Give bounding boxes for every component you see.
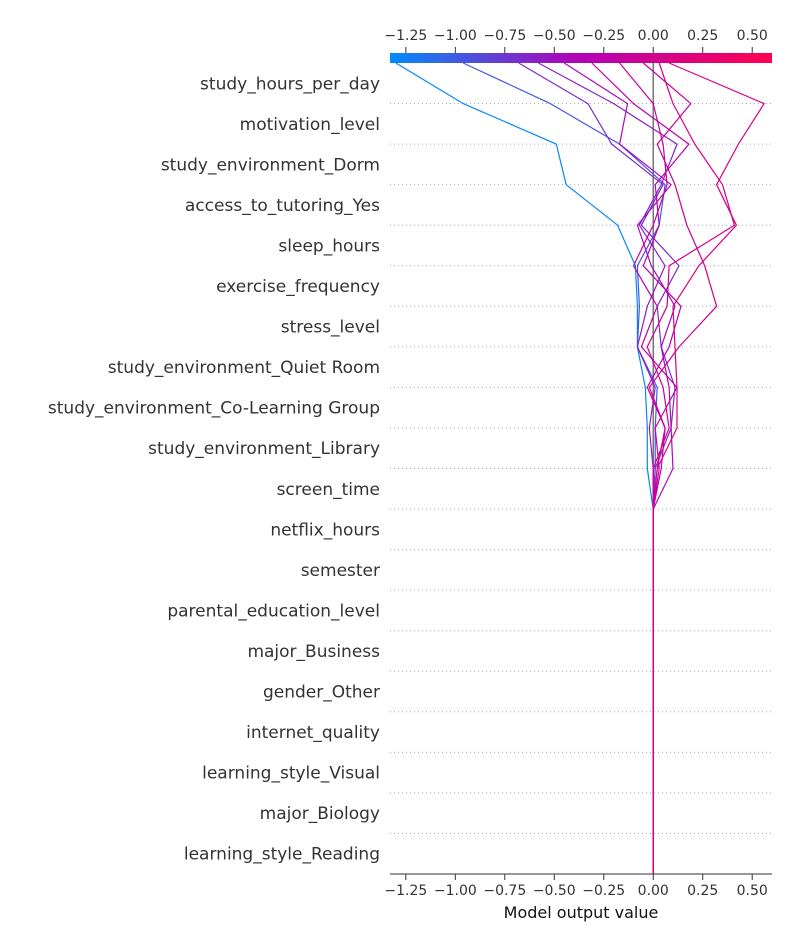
- decision-paths: [395, 62, 765, 874]
- feature-label: study_environment_Dorm: [161, 155, 380, 175]
- feature-label: gender_Other: [263, 683, 380, 703]
- feature-label: exercise_frequency: [216, 277, 380, 297]
- top-tick-label: 0.00: [638, 28, 669, 44]
- bottom-tick-label: −0.75: [483, 883, 526, 899]
- feature-label: sleep_hours: [278, 236, 380, 256]
- decision-path: [652, 62, 765, 874]
- feature-labels: study_hours_per_day motivation_levelstudy…: [48, 74, 380, 864]
- feature-label: semester: [301, 561, 380, 581]
- top-tick-label: 0.50: [737, 28, 768, 44]
- feature-label: study_environment_Co-Learning Group: [48, 399, 380, 419]
- x-axis-title: Model output value: [504, 903, 659, 922]
- bottom-axis: −1.25 −1.00 −0.75 −0.50 −0.25 0.00 0.25 0.50: [384, 873, 772, 899]
- colorbar-gradient: [390, 53, 772, 63]
- feature-label: motivation_level: [240, 115, 380, 135]
- feature-label: study_environment_Quiet Room: [108, 358, 380, 378]
- top-tick-label: −1.00: [434, 28, 477, 44]
- feature-label: learning_style_Visual: [202, 764, 380, 784]
- top-axis: −1.25 −1.00 −0.75 −0.50 −0.25 0.00 0.25 0.50: [384, 28, 768, 53]
- feature-label: study_hours_per_day: [200, 74, 380, 94]
- top-tick-label: −0.75: [483, 28, 526, 44]
- feature-label: major_Biology: [260, 804, 380, 824]
- bottom-tick-label: −1.25: [384, 883, 427, 899]
- bottom-tick-label: 0.50: [737, 883, 768, 899]
- feature-label: study_environment_Library: [148, 439, 380, 459]
- feature-label: internet_quality: [246, 723, 380, 743]
- grid-lines: [390, 103, 772, 875]
- feature-label: netflix_hours: [270, 520, 380, 540]
- bottom-tick-label: −1.00: [434, 883, 477, 899]
- top-tick-label: −0.50: [533, 28, 576, 44]
- top-tick-label: −1.25: [384, 28, 427, 44]
- feature-label: major_Business: [247, 642, 380, 662]
- feature-label: screen_time: [277, 480, 380, 500]
- decision-path: [619, 62, 678, 874]
- colorbar: [390, 53, 772, 63]
- decision-path: [538, 62, 678, 874]
- bottom-tick-label: 0.25: [687, 883, 718, 899]
- feature-label: learning_style_Reading: [184, 845, 380, 865]
- bottom-tick-label: −0.50: [533, 883, 576, 899]
- top-tick-label: 0.25: [687, 28, 718, 44]
- bottom-tick-label: −0.25: [582, 883, 625, 899]
- bottom-tick-label: 0.00: [638, 883, 669, 899]
- feature-label: stress_level: [281, 318, 380, 338]
- top-tick-label: −0.25: [582, 28, 625, 44]
- feature-label: access_to_tutoring_Yes: [185, 196, 380, 216]
- feature-label: parental_education_level: [167, 601, 380, 621]
